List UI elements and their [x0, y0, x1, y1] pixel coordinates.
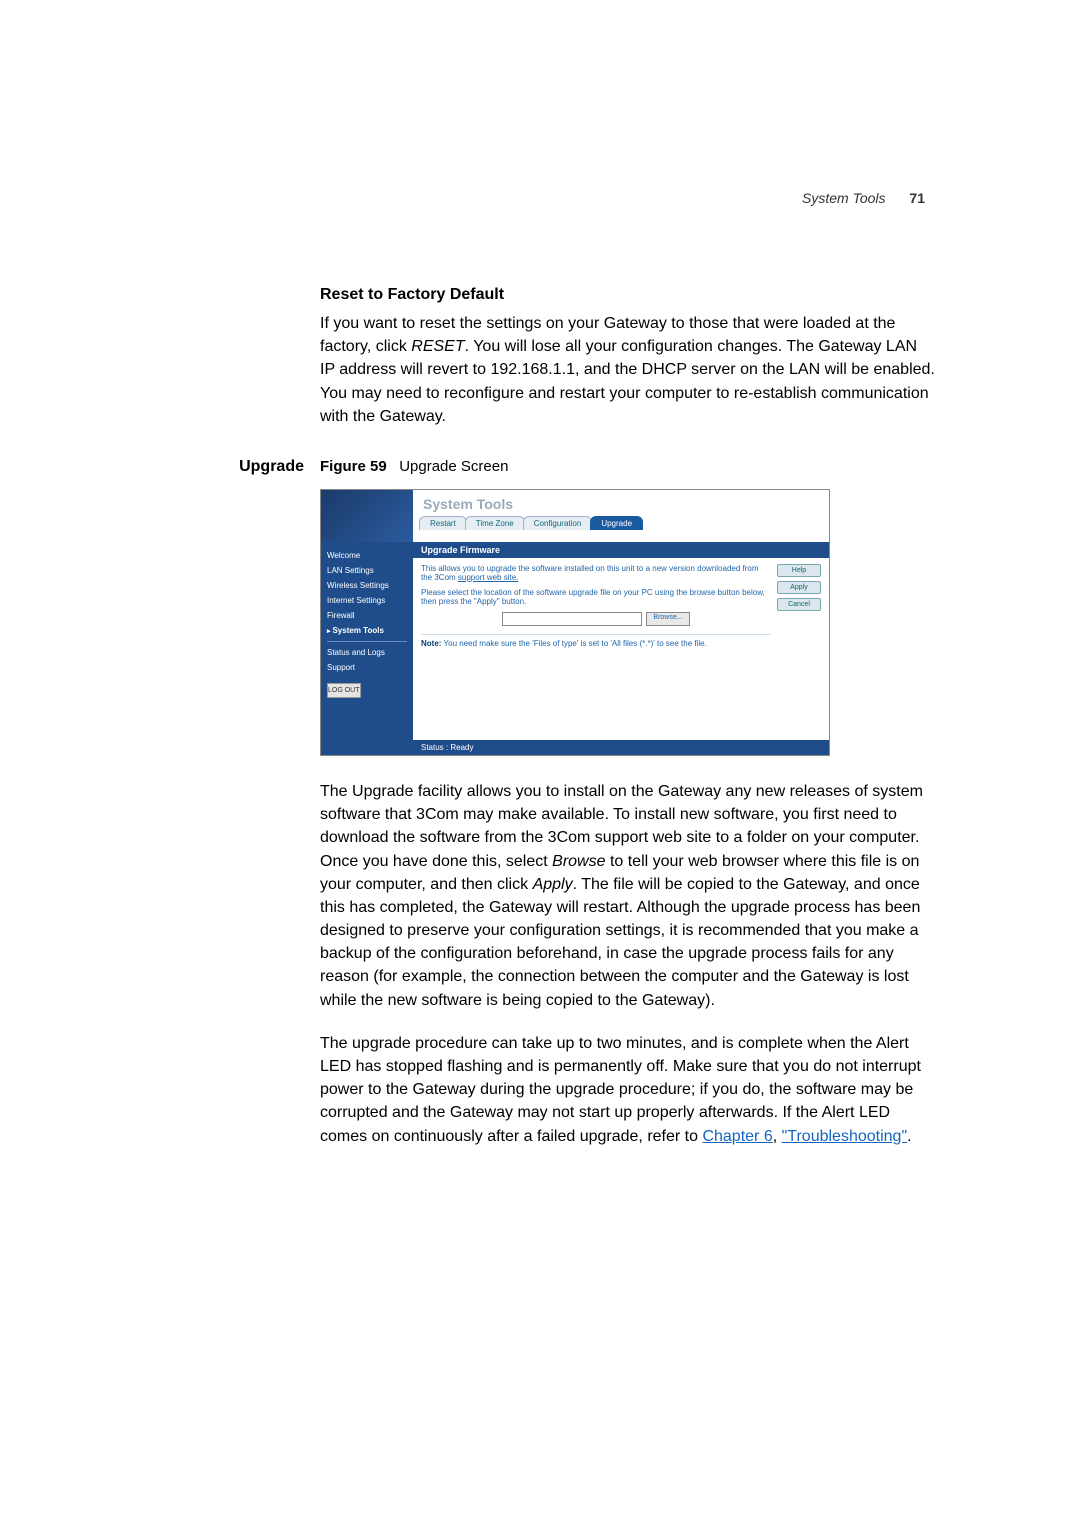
tab-configuration[interactable]: Configuration — [523, 516, 593, 530]
p1-browse: Browse — [552, 853, 605, 870]
apply-button[interactable]: Apply — [777, 581, 821, 594]
section-title: System Tools — [802, 190, 886, 206]
page-number: 71 — [909, 190, 925, 206]
content: Reset to Factory Default If you want to … — [320, 286, 935, 1168]
nav-internet[interactable]: Internet Settings — [327, 593, 407, 608]
ss-top: System Tools Restart Time Zone Configura… — [321, 490, 829, 542]
figure-caption: Figure 59 Upgrade Screen — [320, 458, 935, 475]
ss-text1: This allows you to upgrade the software … — [421, 564, 771, 582]
p2-post: . — [907, 1128, 911, 1145]
page: System Tools 71 Reset to Factory Default… — [0, 0, 1080, 1168]
troubleshooting-link[interactable]: "Troubleshooting" — [782, 1128, 908, 1145]
file-row: Browse... — [421, 612, 771, 626]
ss-panel-text: This allows you to upgrade the software … — [421, 564, 771, 654]
ss-tabs: Restart Time Zone Configuration Upgrade — [413, 516, 829, 530]
nav-divider — [327, 641, 407, 642]
upgrade-para1: The Upgrade facility allows you to insta… — [320, 780, 935, 1012]
nav-welcome[interactable]: Welcome — [327, 548, 407, 563]
ss-note: Note: You need make sure the 'Files of t… — [421, 634, 771, 648]
help-button[interactable]: Help — [777, 564, 821, 577]
figure-label: Figure 59 — [320, 458, 387, 475]
ss-sidebar: Welcome LAN Settings Wireless Settings I… — [321, 542, 413, 755]
note-label: Note: — [421, 639, 441, 648]
nav-wireless[interactable]: Wireless Settings — [327, 578, 407, 593]
tab-restart[interactable]: Restart — [419, 516, 467, 530]
reset-body: If you want to reset the settings on you… — [320, 312, 935, 428]
p2-mid: , — [773, 1128, 782, 1145]
file-input[interactable] — [502, 612, 642, 626]
support-site-link[interactable]: support web site. — [458, 573, 518, 582]
ss-panel: This allows you to upgrade the software … — [413, 558, 829, 660]
nav-support[interactable]: Support — [327, 660, 407, 675]
ss-text2: Please select the location of the softwa… — [421, 588, 771, 606]
ss-panel-title: Upgrade Firmware — [413, 542, 829, 558]
p1-post: . The file will be copied to the Gateway… — [320, 876, 920, 1009]
tab-upgrade[interactable]: Upgrade — [590, 516, 643, 530]
tab-timezone[interactable]: Time Zone — [465, 516, 525, 530]
nav-firewall[interactable]: Firewall — [327, 608, 407, 623]
p1-apply: Apply — [533, 876, 573, 893]
nav-system-tools[interactable]: System Tools — [327, 623, 407, 638]
nav-lan[interactable]: LAN Settings — [327, 563, 407, 578]
ss-spacer — [413, 660, 829, 740]
ss-status-bar: Status : Ready — [413, 740, 829, 755]
browse-button[interactable]: Browse... — [646, 612, 689, 626]
upgrade-para2: The upgrade procedure can take up to two… — [320, 1032, 935, 1148]
reset-heading: Reset to Factory Default — [320, 286, 935, 304]
upgrade-screenshot: System Tools Restart Time Zone Configura… — [320, 489, 830, 756]
logout-button[interactable]: LOG OUT — [327, 683, 361, 698]
page-header: System Tools 71 — [0, 190, 935, 206]
upgrade-section: Upgrade Figure 59 Upgrade Screen System … — [320, 458, 935, 1168]
chapter6-link[interactable]: Chapter 6 — [702, 1128, 772, 1145]
upgrade-side-label: Upgrade — [230, 458, 320, 1168]
ss-title-area: System Tools Restart Time Zone Configura… — [413, 490, 829, 542]
ss-body: Welcome LAN Settings Wireless Settings I… — [321, 542, 829, 755]
reset-word: RESET — [411, 338, 464, 355]
ss-main: Upgrade Firmware This allows you to upgr… — [413, 542, 829, 755]
ss-title: System Tools — [413, 490, 829, 516]
cancel-button[interactable]: Cancel — [777, 598, 821, 611]
figure-title: Upgrade Screen — [399, 458, 508, 475]
ss-buttons: Help Apply Cancel — [777, 564, 821, 654]
nav-status[interactable]: Status and Logs — [327, 645, 407, 660]
note-text: You need make sure the 'Files of type' i… — [441, 639, 706, 648]
ss-logo-corner — [321, 490, 413, 542]
